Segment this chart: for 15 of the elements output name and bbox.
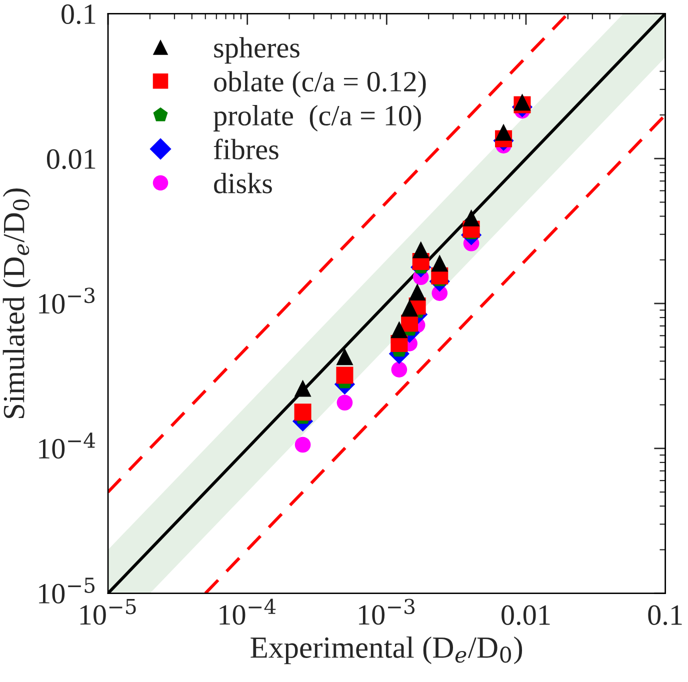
legend-label: prolate (c/a = 10) xyxy=(213,104,421,132)
y-axis-title: Simulated (D$_{e}$/D$_{0}$) xyxy=(2,188,31,418)
legend-label: fibres xyxy=(214,138,278,160)
legend-label: spheres xyxy=(214,37,300,64)
legend-label: oblate (c/a = 0.12) xyxy=(214,71,426,98)
x-tick-label: 0.1 xyxy=(648,605,682,626)
y-tick-label: 0.1 xyxy=(62,4,96,24)
x-axis-title: Experimental (D$_{e}$/D$_{0}$) xyxy=(250,636,522,664)
x-tick-label: 10$^{−4}$ xyxy=(220,598,276,625)
y-tick-label: 10$^{−3}$ xyxy=(39,288,95,314)
y-tick-label: 0.01 xyxy=(46,149,96,170)
x-tick-label: 0.01 xyxy=(502,605,550,626)
y-tick-label: 10$^{−4}$ xyxy=(39,432,96,459)
x-tick-label: 10$^{−3}$ xyxy=(359,598,414,625)
legend-label: disks xyxy=(214,172,272,194)
